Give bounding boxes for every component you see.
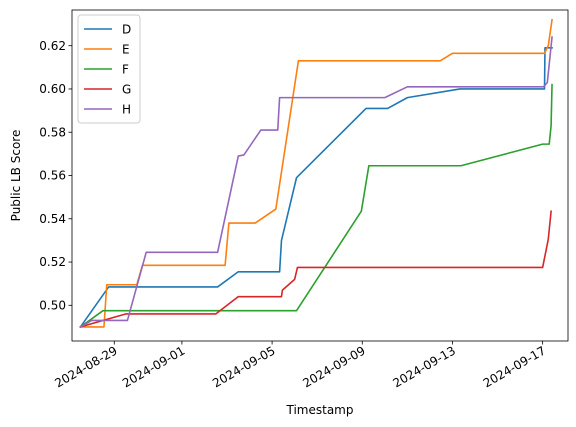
series-line-f	[79, 83, 553, 329]
legend-label-h: H	[122, 103, 131, 117]
series-line-h	[79, 36, 553, 329]
y-tick-label: 0.50	[39, 299, 66, 313]
series-layer	[79, 18, 553, 329]
x-axis-label: Timestamp	[286, 403, 354, 417]
y-tick-label: 0.54	[39, 212, 66, 226]
series-line-e	[79, 18, 553, 328]
y-axis-label: Public LB Score	[9, 130, 23, 222]
plot-area	[72, 10, 568, 341]
y-tick-label: 0.52	[39, 255, 66, 269]
y-axis: 0.50 0.52 0.54 0.56 0.58 0.60 0.62	[39, 39, 72, 313]
legend-label-e: E	[122, 43, 130, 57]
series-line-d	[79, 47, 553, 329]
y-tick-label: 0.58	[39, 125, 66, 139]
y-tick-label: 0.56	[39, 169, 66, 183]
y-tick-label: 0.62	[39, 39, 66, 53]
legend-label-f: F	[122, 63, 129, 77]
legend-label-d: D	[122, 23, 131, 37]
y-tick-label: 0.60	[39, 82, 66, 96]
legend-label-g: G	[122, 83, 131, 97]
series-line-g	[79, 210, 552, 328]
